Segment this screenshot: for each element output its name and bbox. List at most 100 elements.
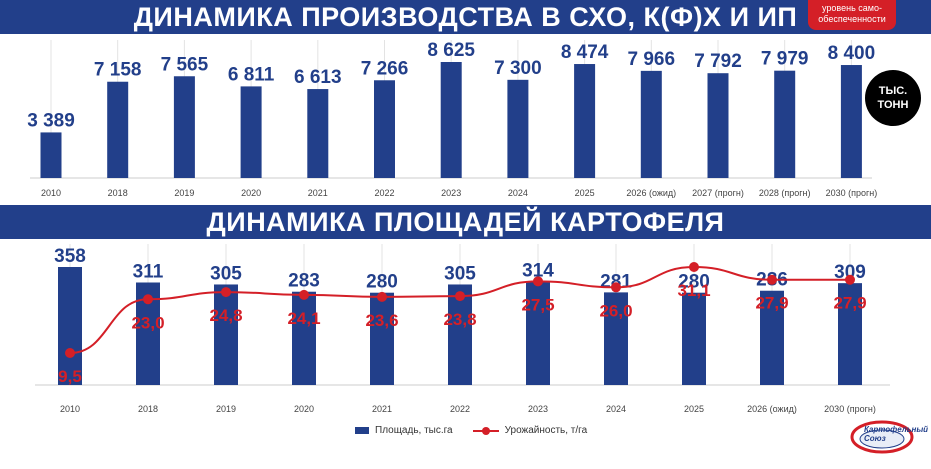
yield-point [611,282,621,293]
production-chart-panel: 3 389 2010 7 158 2018 7 565 2019 6 811 2020 6 61… [10,36,921,204]
yield-value-label: 27,9 [833,294,866,313]
production-x-tick-label: 2018 [108,188,128,198]
legend-swatch-yield [472,426,499,435]
production-x-tick-label: 2023 [441,188,461,198]
legend-swatch-area [355,427,369,434]
production-value-label: 8 400 [828,43,876,64]
production-bar [40,132,62,178]
production-bar [240,86,262,178]
area-x-tick-label: 2024 [606,404,626,414]
production-value-label: 7 300 [494,58,542,79]
production-value-label: 7 979 [761,49,809,70]
potato-logo-icon [850,420,914,454]
legend-label-area: Площадь, тыс.га [375,425,453,436]
production-bar [774,70,796,178]
legend-label-yield: Урожайность, т/га [504,425,588,436]
production-x-tick-label: 2020 [241,188,261,198]
production-bar [374,80,395,178]
production-bar [107,81,129,178]
yield-value-label: 24,1 [287,309,320,328]
area-bar [58,267,82,385]
logo-text: Картофельный Союз [864,425,928,443]
badge-line-2: обеспеченности [818,14,886,24]
area-bar [526,281,550,385]
area-chart-title: ДИНАМИКА ПЛОЩАДЕЙ КАРТОФЕЛЯ [0,205,931,239]
production-bar [640,70,662,178]
chart-legend: Площадь, тыс.га Урожайность, т/га [355,425,587,436]
production-value-label: 8 625 [427,40,475,61]
area-bar [760,290,784,385]
yield-value-label: 31,1 [677,281,710,300]
production-x-tick-label: 2026 (ожид) [626,188,676,198]
unit-circle: ТЫС. ТОНН [865,70,921,126]
logo-text-line-1: Картофельный [864,425,929,434]
yield-point [845,274,855,285]
production-bar [173,76,195,178]
area-x-tick-label: 2022 [450,404,470,414]
area-x-tick-label: 2026 (ожид) [747,404,797,414]
logo-text-line-2: Союз [864,434,886,443]
area-x-tick-label: 2021 [372,404,392,414]
production-bar [840,65,862,178]
yield-point [221,287,231,298]
yield-point [299,289,309,300]
yield-value-label: 27,9 [755,294,788,313]
yield-value-label: 27,5 [521,295,554,314]
area-chart-panel: 358 2010 311 2018 305 2019 283 2020 280 2021 305 20… [10,240,921,425]
area-bar [214,284,238,385]
area-value-label: 280 [678,272,710,293]
area-bar [448,284,472,385]
production-value-label: 7 158 [94,60,142,81]
yield-value-label: 24,8 [209,306,242,325]
production-x-tick-label: 2024 [508,188,528,198]
production-value-label: 6 613 [294,67,342,88]
yield-point [455,291,465,302]
area-yield-combo-chart: 358 2010 311 2018 305 2019 283 2020 280 2021 305 20… [35,244,890,414]
production-bar [574,64,596,178]
area-x-tick-label: 2018 [138,404,158,414]
area-x-tick-label: 2030 (прогн) [824,404,876,414]
production-bar [707,73,729,178]
area-x-tick-label: 2019 [216,404,236,414]
production-bar [507,79,529,178]
yield-value-label: 23,0 [131,313,164,332]
yield-value-label: 9,5 [58,367,82,386]
area-value-label: 358 [54,246,86,267]
production-x-tick-label: 2021 [308,188,328,198]
area-bar [838,283,862,385]
area-value-label: 309 [834,262,866,283]
area-x-tick-label: 2020 [294,404,314,414]
production-bar-chart: 3 389 2010 7 158 2018 7 565 2019 6 811 2020 6 61… [27,40,878,198]
area-value-label: 314 [522,261,554,282]
production-x-tick-label: 2028 (прогн) [759,188,811,198]
production-x-tick-label: 2030 (прогн) [826,188,878,198]
area-bar [292,291,316,385]
area-x-tick-label: 2023 [528,404,548,414]
legend-item-area: Площадь, тыс.га [355,425,453,436]
yield-value-label: 23,6 [365,311,398,330]
yield-point [533,276,543,287]
production-bar [307,89,329,178]
area-value-label: 311 [133,261,164,282]
area-x-tick-label: 2010 [60,404,80,414]
unit-line-1: ТЫС. [878,85,908,97]
production-x-tick-label: 2022 [374,188,394,198]
production-value-label: 7 565 [161,54,209,75]
production-value-label: 7 266 [361,58,409,79]
production-x-tick-label: 2019 [174,188,194,198]
production-value-label: 7 966 [628,49,676,70]
production-x-tick-label: 2025 [575,188,595,198]
legend-item-yield: Урожайность, т/га [472,425,588,436]
area-bar [682,292,706,385]
kartofelny-soyuz-logo: Картофельный Союз [842,415,928,459]
yield-value-label: 23,8 [443,310,476,329]
area-bar [370,292,394,385]
yield-point [65,348,75,358]
production-value-label: 8 474 [561,42,609,63]
production-value-label: 6 811 [228,64,275,85]
area-bar [604,292,628,385]
production-x-tick-label: 2027 (прогн) [692,188,744,198]
production-x-tick-label: 2010 [41,188,61,198]
yield-point [377,291,387,302]
area-value-label: 280 [366,272,398,293]
